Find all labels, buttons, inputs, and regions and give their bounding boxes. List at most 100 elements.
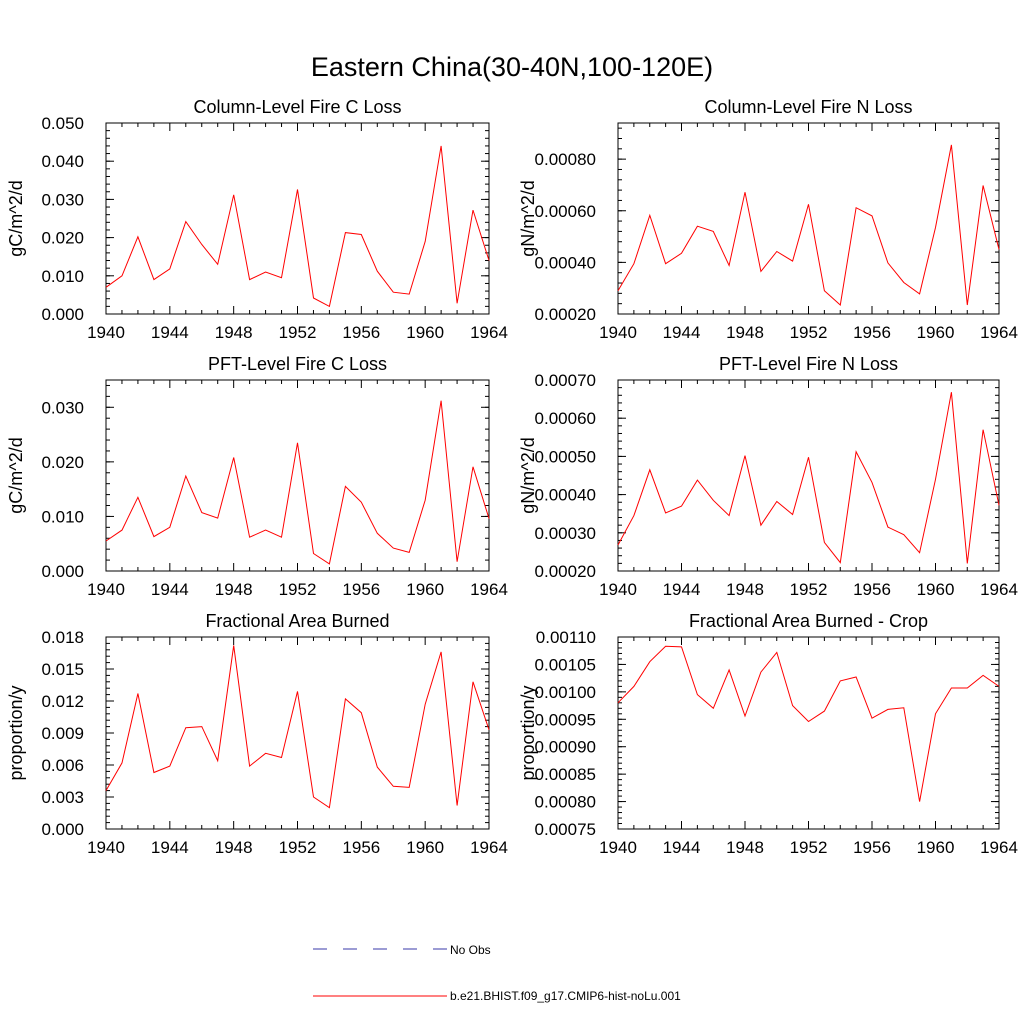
panel-title: PFT-Level Fire N Loss (719, 354, 898, 374)
x-tick-label: 1940 (87, 580, 125, 599)
series-line (105, 645, 490, 809)
y-tick-label: 0.00075 (535, 820, 596, 839)
plot-frame (617, 122, 1000, 315)
y-axis-label: proportion/y (518, 685, 538, 780)
y-tick-label: 0.015 (41, 660, 84, 679)
plot-frame (617, 636, 1000, 830)
y-tick-label: 0.00070 (535, 371, 596, 390)
x-tick-label: 1964 (470, 838, 508, 857)
x-tick-label: 1960 (406, 580, 444, 599)
x-tick-label: 1940 (599, 323, 637, 342)
y-tick-label: 0.010 (41, 267, 84, 286)
x-tick-label: 1940 (599, 580, 637, 599)
y-tick-label: 0.040 (41, 152, 84, 171)
y-tick-label: 0.003 (41, 788, 84, 807)
y-tick-label: 0.00100 (535, 683, 596, 702)
x-tick-label: 1944 (663, 838, 701, 857)
x-tick-label: 1944 (151, 323, 189, 342)
y-tick-label: 0.00110 (536, 628, 596, 647)
x-tick-label: 1952 (790, 323, 828, 342)
x-tick-label: 1964 (980, 838, 1018, 857)
y-tick-label: 0.050 (41, 114, 84, 133)
series-line (105, 400, 490, 565)
y-tick-label: 0.018 (41, 628, 84, 647)
x-tick-label: 1948 (726, 323, 764, 342)
y-tick-label: 0.00080 (535, 793, 596, 812)
y-tick-label: 0.020 (41, 453, 84, 472)
y-tick-label: 0.00095 (535, 710, 596, 729)
x-tick-label: 1940 (87, 323, 125, 342)
panel-3: PFT-Level Fire C Loss gC/m^2/d 1940 1944 194… (6, 354, 508, 599)
x-tick-label: 1956 (342, 838, 380, 857)
y-tick-label: 0.000 (41, 562, 84, 581)
plot-frame (105, 379, 490, 572)
x-tick-label: 1944 (663, 323, 701, 342)
y-tick-label: 0.00080 (535, 150, 596, 169)
panel-title: Column-Level Fire N Loss (704, 97, 912, 117)
x-tick-label: 1952 (790, 580, 828, 599)
series-line (617, 392, 1000, 564)
figure-title: Eastern China(30-40N,100-120E) (311, 52, 713, 82)
x-tick-label: 1956 (853, 838, 891, 857)
legend: No Obs b.e21.BHIST.f09_g17.CMIP6-hist-no… (313, 943, 681, 1003)
panel-5: Fractional Area Burned proportion/y 1940 19… (6, 611, 508, 857)
y-axis-label: gN/m^2/d (518, 180, 538, 256)
y-tick-label: 0.030 (41, 190, 84, 209)
y-tick-label: 0.00030 (535, 524, 596, 543)
y-tick-label: 0.009 (41, 724, 84, 743)
x-tick-label: 1940 (87, 838, 125, 857)
x-tick-label: 1944 (663, 580, 701, 599)
y-tick-label: 0.000 (41, 305, 84, 324)
plot-frame (105, 122, 490, 315)
x-tick-label: 1964 (470, 323, 508, 342)
y-tick-label: 0.012 (41, 692, 84, 711)
x-tick-label: 1948 (726, 580, 764, 599)
y-tick-label: 0.00060 (535, 409, 596, 428)
x-tick-label: 1948 (726, 838, 764, 857)
x-tick-label: 1956 (342, 580, 380, 599)
x-tick-label: 1964 (980, 580, 1018, 599)
panel-6: Fractional Area Burned - Crop proportion/… (518, 611, 1018, 857)
y-tick-label: 0.006 (41, 756, 84, 775)
y-tick-label: 0.000 (41, 820, 84, 839)
y-tick-label: 0.00040 (535, 253, 596, 272)
x-tick-label: 1956 (342, 323, 380, 342)
panel-1: Column-Level Fire C Loss gC/m^2/d 1940 1944… (6, 97, 508, 342)
y-tick-label: 0.00040 (535, 486, 596, 505)
series-line (617, 645, 1000, 802)
y-tick-label: 0.00090 (535, 738, 596, 757)
x-tick-label: 1960 (917, 323, 955, 342)
y-tick-label: 0.00020 (535, 562, 596, 581)
series-line (617, 144, 1000, 306)
x-tick-label: 1956 (853, 580, 891, 599)
panel-4: PFT-Level Fire N Loss gN/m^2/d 1940 1944 194… (518, 354, 1018, 599)
y-tick-label: 0.00050 (535, 447, 596, 466)
legend-label-no-obs: No Obs (450, 943, 491, 957)
panel-title: PFT-Level Fire C Loss (208, 354, 387, 374)
x-tick-label: 1952 (790, 838, 828, 857)
legend-label-model: b.e21.BHIST.f09_g17.CMIP6-hist-noLu.001 (450, 989, 681, 1003)
x-tick-label: 1944 (151, 580, 189, 599)
plot-frame (617, 379, 1000, 572)
panel-title: Fractional Area Burned - Crop (689, 611, 928, 631)
x-tick-label: 1944 (151, 838, 189, 857)
x-tick-label: 1964 (980, 323, 1018, 342)
x-tick-label: 1948 (215, 838, 253, 857)
x-tick-label: 1964 (470, 580, 508, 599)
x-tick-label: 1960 (406, 323, 444, 342)
y-axis-label: gC/m^2/d (6, 180, 26, 256)
y-tick-label: 0.010 (41, 507, 84, 526)
x-tick-label: 1952 (279, 323, 317, 342)
y-axis-label: gN/m^2/d (518, 437, 538, 513)
plot-frame (105, 636, 490, 830)
y-tick-label: 0.00060 (535, 202, 596, 221)
x-tick-label: 1960 (917, 580, 955, 599)
y-tick-label: 0.020 (41, 229, 84, 248)
y-tick-label: 0.00085 (535, 765, 596, 784)
y-tick-label: 0.00020 (535, 305, 596, 324)
panel-title: Fractional Area Burned (205, 611, 389, 631)
y-axis-label: proportion/y (6, 685, 26, 780)
panels: Column-Level Fire C Loss gC/m^2/d 1940 1944… (6, 97, 1018, 857)
